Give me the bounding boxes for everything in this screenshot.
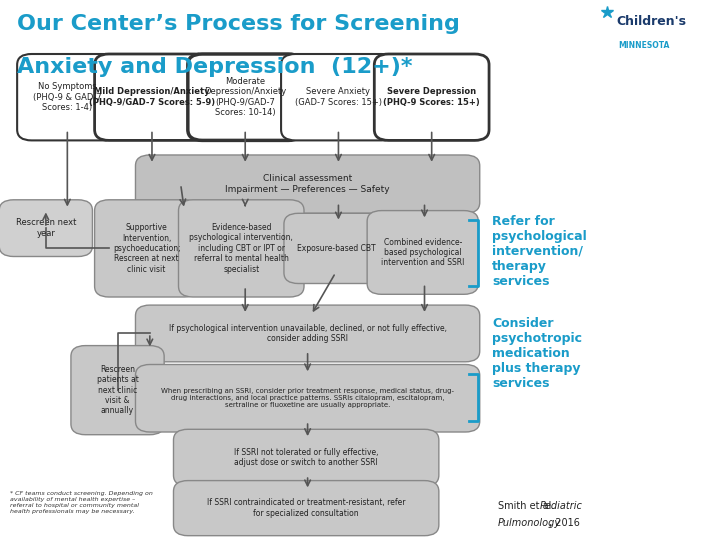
Text: MINNESOTA: MINNESOTA [618,40,670,50]
Text: Supportive
Intervention,
psychoeducation;
Rescreen at next
clinic visit: Supportive Intervention, psychoeducation… [113,223,181,274]
Text: * CF teams conduct screening. Depending on
availability of mental health experti: * CF teams conduct screening. Depending … [10,491,153,514]
Text: When prescribing an SSRI, consider prior treatment response, medical status, dru: When prescribing an SSRI, consider prior… [161,388,454,408]
FancyBboxPatch shape [94,200,199,297]
FancyBboxPatch shape [179,200,304,297]
Text: No Symptoms
(PHQ-9 & GAD-7
Scores: 1-4): No Symptoms (PHQ-9 & GAD-7 Scores: 1-4) [33,82,102,112]
FancyBboxPatch shape [94,54,210,140]
Text: Children's: Children's [616,15,686,28]
Text: Smith et al.: Smith et al. [498,501,557,511]
Text: If SSRI contraindicated or treatment-resistant, refer
for specialized consultati: If SSRI contraindicated or treatment-res… [207,498,405,518]
Text: Consider
psychotropic
medication
plus therapy
services: Consider psychotropic medication plus th… [492,317,582,390]
FancyBboxPatch shape [135,364,480,432]
Text: Mild Depression/Anxiety
(PHQ-9/GAD-7 Scores: 5-9): Mild Depression/Anxiety (PHQ-9/GAD-7 Sco… [89,87,215,107]
Text: Anxiety and Depression  (12+)*: Anxiety and Depression (12+)* [17,57,413,77]
Text: Refer for
psychological
intervention/
therapy
services: Refer for psychological intervention/ th… [492,214,587,288]
FancyBboxPatch shape [135,155,480,213]
Text: If SSRI not tolerated or fully effective,
adjust dose or switch to another SSRI: If SSRI not tolerated or fully effective… [234,448,379,467]
FancyBboxPatch shape [71,346,164,435]
FancyBboxPatch shape [374,54,489,140]
Text: Clinical assessment
Impairment — Preferences — Safety: Clinical assessment Impairment — Prefere… [225,174,390,194]
Text: Pulmonology: Pulmonology [498,518,561,529]
FancyBboxPatch shape [174,429,439,486]
FancyBboxPatch shape [367,211,478,294]
Text: Evidence-based
psychological intervention,
including CBT or IPT or
referral to m: Evidence-based psychological interventio… [189,223,293,274]
Text: Severe Anxiety
(GAD-7 Scores: 15+): Severe Anxiety (GAD-7 Scores: 15+) [295,87,382,107]
Text: Rescreen
patients at
next clinic
visit &
annually: Rescreen patients at next clinic visit &… [96,365,138,415]
Text: Rescreen next
year: Rescreen next year [16,219,76,238]
Text: Exposure-based CBT: Exposure-based CBT [297,244,375,253]
FancyBboxPatch shape [0,200,92,256]
FancyBboxPatch shape [188,54,302,140]
FancyBboxPatch shape [284,213,388,284]
FancyBboxPatch shape [17,54,117,140]
Text: Combined evidence-
based psychological
intervention and SSRI: Combined evidence- based psychological i… [381,238,464,267]
FancyBboxPatch shape [281,54,396,140]
Text: Moderate
Depression/Anxiety
(PHQ-9/GAD-7
Scores: 10-14): Moderate Depression/Anxiety (PHQ-9/GAD-7… [204,77,287,117]
Text: Our Center’s Process for Screening: Our Center’s Process for Screening [17,14,460,33]
Text: Pediatric: Pediatric [539,501,582,511]
Text: , 2016: , 2016 [549,518,580,529]
Text: If psychological intervention unavailable, declined, or not fully effective,
con: If psychological intervention unavailabl… [168,324,446,343]
FancyBboxPatch shape [135,305,480,362]
Text: Severe Depression
(PHQ-9 Scores: 15+): Severe Depression (PHQ-9 Scores: 15+) [383,87,480,107]
FancyBboxPatch shape [174,481,439,536]
